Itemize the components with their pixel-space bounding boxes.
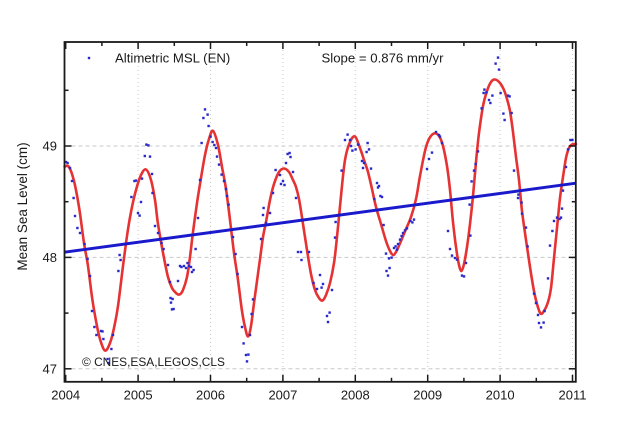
svg-text:2009: 2009	[413, 388, 442, 403]
svg-text:48: 48	[43, 250, 57, 265]
svg-text:2008: 2008	[341, 388, 370, 403]
svg-text:49: 49	[43, 139, 57, 154]
svg-text:Mean Sea Level (cm): Mean Sea Level (cm)	[15, 142, 30, 270]
svg-text:© CNES,ESA,LEGOS,CLS: © CNES,ESA,LEGOS,CLS	[82, 355, 225, 369]
svg-text:2011: 2011	[559, 388, 587, 403]
svg-text:2006: 2006	[196, 388, 225, 403]
svg-text:Slope = 0.876 mm/yr: Slope = 0.876 mm/yr	[322, 51, 445, 66]
svg-text:2005: 2005	[124, 388, 153, 403]
svg-text:2004: 2004	[51, 388, 80, 403]
svg-text:47: 47	[43, 361, 57, 376]
svg-text:Altimetric MSL (EN): Altimetric MSL (EN)	[115, 51, 230, 66]
svg-text:2007: 2007	[268, 388, 297, 403]
svg-text:2010: 2010	[486, 388, 515, 403]
